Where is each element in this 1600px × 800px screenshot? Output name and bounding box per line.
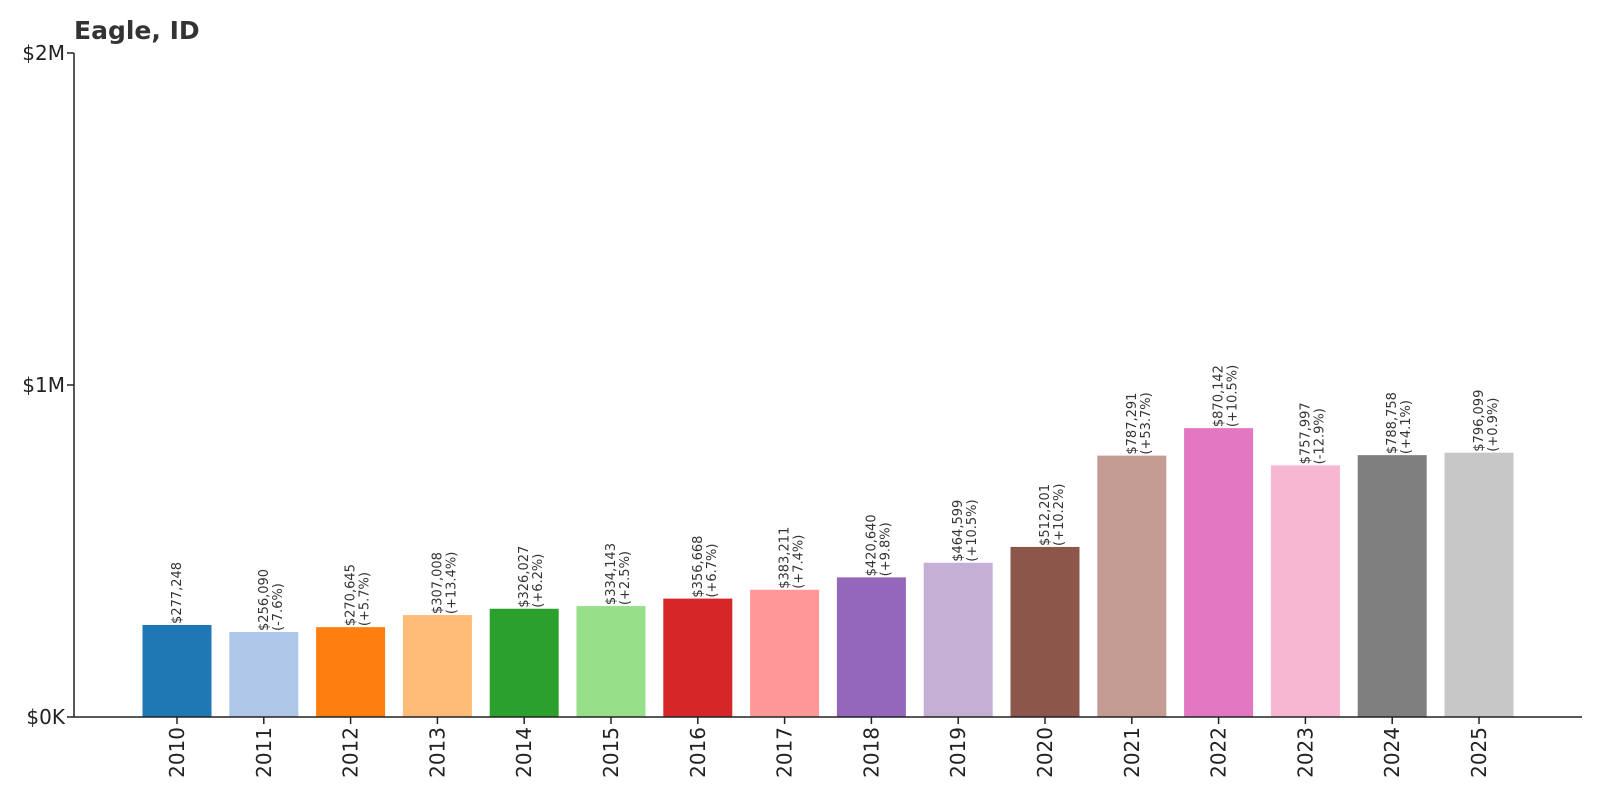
x-tick-label: 2014 xyxy=(512,727,536,778)
x-tick-label: 2019 xyxy=(946,727,970,778)
change-label: (-12.9%) xyxy=(1312,408,1327,464)
x-axis-ticks: 2010 2011 2012 2013 2014 2015 2016 2017 2018 2019… xyxy=(165,717,1491,778)
x-tick-label: 2012 xyxy=(339,727,363,778)
value-label: $383,211 xyxy=(778,527,793,589)
bars xyxy=(142,428,1514,717)
value-label: $256,090 xyxy=(257,569,272,631)
change-label: (+2.5%) xyxy=(618,551,633,605)
x-tick-label: 2024 xyxy=(1380,727,1404,778)
value-label: $512,201 xyxy=(1038,484,1053,546)
bar xyxy=(836,577,906,717)
value-label: $356,668 xyxy=(691,536,706,598)
bar xyxy=(1270,465,1340,717)
change-label: (+10.5%) xyxy=(965,499,980,561)
value-label: $796,099 xyxy=(1472,390,1487,452)
x-tick-label: 2011 xyxy=(252,727,276,778)
change-label: (+5.7%) xyxy=(358,572,373,626)
value-label: $464,599 xyxy=(951,500,966,562)
y-tick-label: $0K xyxy=(26,705,65,729)
change-label: (+10.2%) xyxy=(1052,484,1067,546)
value-label: $270,645 xyxy=(344,564,359,626)
chart-title: Eagle, ID xyxy=(74,16,200,45)
bar xyxy=(229,631,299,717)
bar xyxy=(316,627,386,717)
bar xyxy=(750,589,820,717)
x-tick-label: 2021 xyxy=(1120,727,1144,778)
change-label: (+9.8%) xyxy=(878,522,893,576)
bar xyxy=(1010,546,1080,717)
change-label: (+7.4%) xyxy=(792,535,807,589)
change-label: (+6.7%) xyxy=(705,544,720,598)
x-tick-label: 2010 xyxy=(165,727,189,778)
x-tick-label: 2022 xyxy=(1207,727,1231,778)
value-label: $757,997 xyxy=(1298,402,1313,464)
change-label: (+4.1%) xyxy=(1399,400,1414,454)
y-axis-ticks: $0K $1M $2M xyxy=(22,41,74,729)
x-tick-label: 2025 xyxy=(1467,727,1491,778)
value-label: $420,640 xyxy=(864,514,879,576)
bar xyxy=(1184,428,1254,717)
change-label: (+0.9%) xyxy=(1486,398,1501,452)
value-label: $326,027 xyxy=(517,546,532,608)
change-label: (+13.4%) xyxy=(444,552,459,614)
y-tick-label: $1M xyxy=(22,373,65,397)
x-tick-label: 2013 xyxy=(425,727,449,778)
x-tick-label: 2016 xyxy=(686,727,710,778)
x-tick-label: 2018 xyxy=(859,727,883,778)
change-label: (+10.5%) xyxy=(1226,365,1241,427)
x-tick-label: 2017 xyxy=(773,727,797,778)
bar xyxy=(1444,452,1514,717)
bar xyxy=(576,606,646,717)
bar xyxy=(1357,455,1427,717)
bar xyxy=(663,598,733,717)
data-labels: $277,248 $256,090 (-7.6%) $270,645 (+5.7%) $3… xyxy=(170,365,1501,631)
bar xyxy=(402,615,472,717)
x-tick-label: 2023 xyxy=(1293,727,1317,778)
x-tick-label: 2015 xyxy=(599,727,623,778)
value-label: $787,291 xyxy=(1125,393,1140,455)
value-label: $788,758 xyxy=(1385,392,1400,454)
bar xyxy=(1097,455,1167,717)
change-label: (-7.6%) xyxy=(271,583,286,631)
value-label: $307,008 xyxy=(430,552,445,614)
bar xyxy=(142,624,212,717)
change-label: (+6.2%) xyxy=(531,554,546,608)
change-label: (+53.7%) xyxy=(1139,392,1154,454)
value-label: $870,142 xyxy=(1212,365,1227,427)
bar xyxy=(923,562,993,717)
x-tick-label: 2020 xyxy=(1033,727,1057,778)
bar xyxy=(489,608,559,717)
value-label: $277,248 xyxy=(170,562,185,624)
value-label: $334,143 xyxy=(604,543,619,605)
y-tick-label: $2M xyxy=(22,41,65,65)
